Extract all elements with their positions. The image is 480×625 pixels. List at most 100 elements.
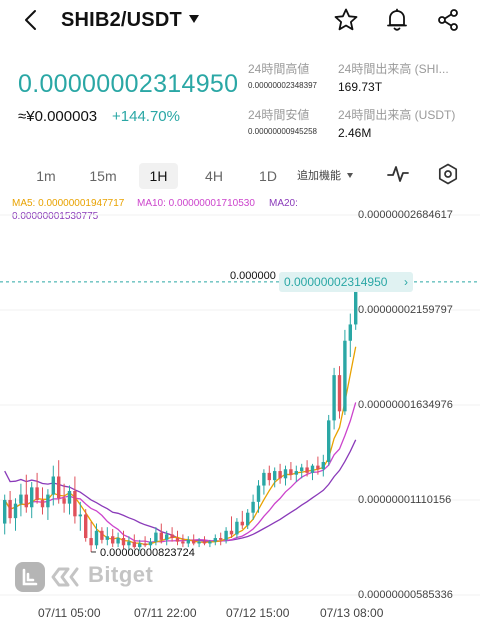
candle-up [235, 521, 239, 535]
candle-up [138, 543, 142, 548]
candle-down [192, 539, 196, 544]
candle-up [273, 471, 277, 481]
candle-down [8, 500, 12, 519]
candle-up [78, 514, 82, 517]
candlestick-chart[interactable] [0, 195, 480, 625]
candle-down [219, 538, 223, 540]
more-functions-menu[interactable]: 追加機能 [297, 170, 341, 182]
y-axis-label: 0.00000002684617 [358, 209, 453, 221]
candle-up [67, 490, 72, 504]
candle-up [46, 494, 50, 508]
candle-up [154, 532, 158, 542]
candle-down [57, 476, 61, 499]
indicator-icon[interactable] [386, 162, 410, 186]
low-price-marker: 0.00000000823724 [100, 547, 195, 559]
candle-up [321, 462, 325, 470]
candle-down [121, 538, 126, 546]
candle-down [240, 521, 244, 526]
candle-up [224, 530, 228, 540]
candle-up [343, 340, 347, 412]
vol-quote-label: 24時間出来高 (USDT) [338, 108, 456, 122]
candle-down [62, 498, 66, 504]
ma20-legend-value: 0.00000001530775 [12, 211, 99, 222]
y-axis-label: 0.00000001110156 [358, 494, 452, 506]
candle-up [208, 541, 212, 544]
bitget-logo-icon [15, 562, 79, 592]
bitget-watermark: Bitget [88, 562, 154, 587]
tab-1m[interactable]: 1m [36, 168, 56, 184]
top-bar: SHIB2/USDT [0, 0, 480, 44]
candle-up [19, 494, 23, 504]
candle-down [143, 543, 147, 546]
candle-down [337, 375, 342, 412]
candle-down [40, 500, 45, 508]
candle-down [202, 541, 207, 544]
candle-up [30, 487, 34, 508]
ma10-line [4, 402, 357, 543]
x-axis-label: 07/11 22:00 [134, 606, 197, 620]
ma20-legend-label: MA20: [269, 198, 298, 209]
tab-4h[interactable]: 4H [205, 168, 223, 184]
bell-icon[interactable] [384, 7, 410, 33]
last-price: 0.00000002314950 [18, 70, 239, 98]
candle-down [229, 530, 234, 535]
candle-down [24, 494, 28, 508]
candle-down [100, 530, 104, 540]
candle-up [148, 541, 153, 546]
ma10-legend: MA10: 0.00000001710530 [137, 198, 255, 209]
y-axis-label: 0.00000001634976 [358, 399, 453, 411]
candle-up [13, 503, 18, 519]
y-axis-label: 0.00000002159797 [358, 304, 453, 316]
candle-up [354, 281, 358, 325]
candle-up [300, 467, 304, 472]
vol-base-label: 24時間出来高 (SHI... [338, 62, 449, 76]
price-change: +144.70% [112, 108, 180, 125]
candle-up [262, 472, 266, 486]
candle-down [73, 490, 77, 517]
candle-down [181, 541, 185, 544]
share-icon[interactable] [435, 7, 461, 33]
vol-base-value: 169.73T [338, 80, 383, 94]
low-label: 24時間安値 [248, 108, 310, 122]
candle-up [251, 501, 255, 513]
candle-up [105, 536, 109, 540]
candle-down [175, 538, 180, 542]
pair-title[interactable]: SHIB2/USDT [61, 9, 182, 31]
candle-up [332, 375, 336, 421]
x-axis-label: 07/12 15:00 [226, 606, 290, 620]
settings-hexagon-icon[interactable] [436, 162, 460, 186]
candle-down [35, 487, 39, 501]
fiat-price: ≈¥0.000003 [18, 108, 98, 125]
tab-1h[interactable]: 1H [139, 163, 178, 189]
candle-up [213, 538, 217, 542]
caret-down-icon[interactable] [188, 14, 200, 24]
candle-down [84, 514, 88, 539]
ma5-line [4, 346, 357, 546]
candle-up [283, 469, 288, 479]
crosshair-price-clipped: 0.000000 [230, 270, 276, 282]
candle-up [165, 534, 169, 540]
tab-15m[interactable]: 15m [89, 168, 117, 184]
star-icon[interactable] [333, 7, 359, 33]
back-icon[interactable] [20, 8, 44, 32]
chevron-down-icon[interactable] [347, 173, 353, 178]
high-label: 24時間高値 [248, 62, 310, 76]
x-axis-label: 07/13 08:00 [320, 606, 384, 620]
current-price-tag[interactable]: 0.00000002314950 › [279, 272, 413, 292]
current-price-tag-value: 0.00000002314950 [284, 275, 388, 289]
high-value: 0.00000002348397 [248, 81, 317, 90]
candle-down [170, 534, 174, 539]
vol-quote-value: 2.46M [338, 126, 372, 140]
candle-down [305, 467, 309, 473]
candle-down [111, 536, 115, 544]
candle-up [246, 512, 250, 526]
candle-down [159, 532, 163, 540]
candle-up [348, 324, 352, 341]
candle-up [51, 476, 55, 495]
candle-up [327, 420, 331, 463]
candle-up [256, 485, 261, 502]
x-axis-label: 07/11 05:00 [38, 606, 101, 620]
tab-1d[interactable]: 1D [259, 168, 277, 184]
candle-up [127, 541, 131, 546]
candle-down [278, 471, 282, 479]
